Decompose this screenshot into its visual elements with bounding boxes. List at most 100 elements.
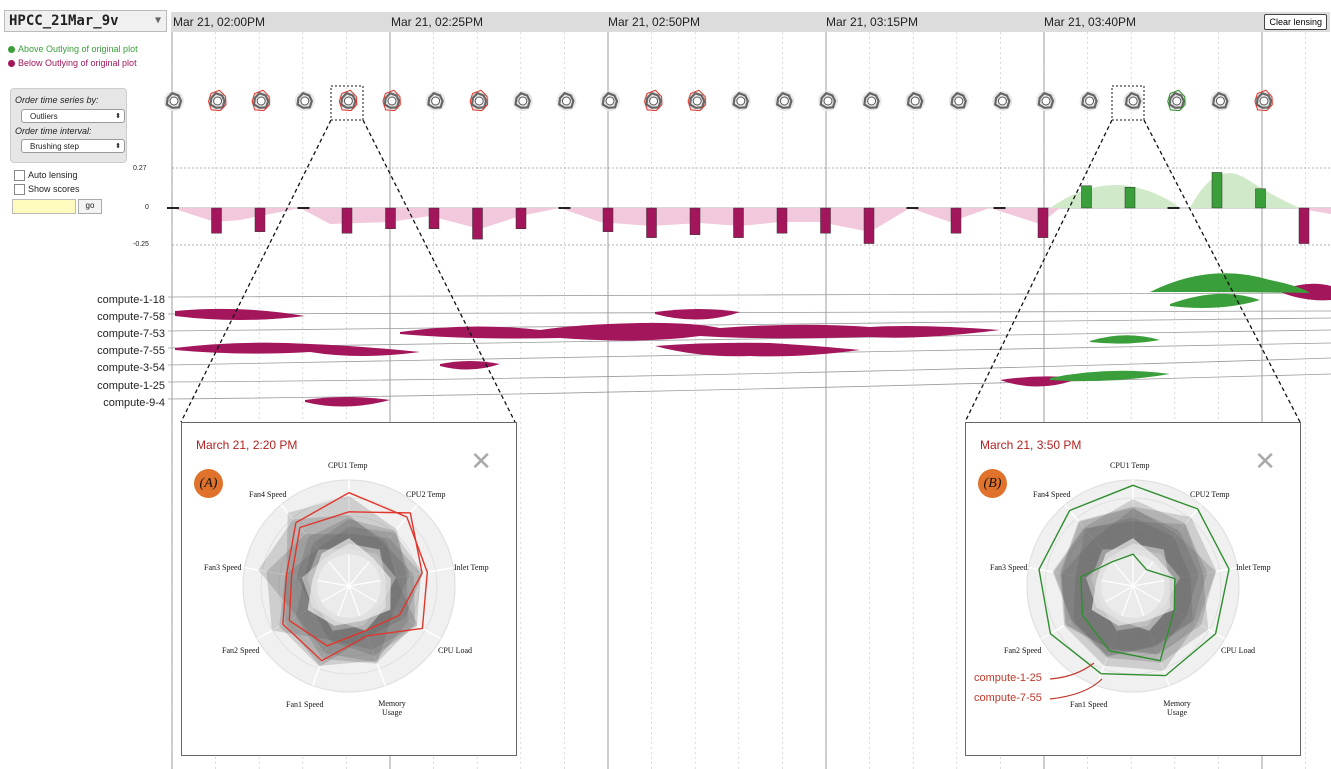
below-stream — [655, 342, 860, 357]
axis-label: CPU Load — [1221, 646, 1255, 655]
y-tick-zero: 0 — [145, 204, 149, 211]
score-bar[interactable] — [167, 207, 179, 209]
above-area — [1050, 173, 1300, 208]
score-bar[interactable] — [950, 207, 962, 234]
outlier-outline — [1080, 553, 1176, 662]
snapshot-glyph[interactable] — [905, 91, 926, 111]
checkbox-icon — [14, 184, 25, 196]
snapshot-glyph[interactable] — [1036, 91, 1056, 111]
lens-leader — [1143, 119, 1301, 423]
score-bar[interactable] — [1211, 172, 1223, 209]
snapshot-glyph[interactable] — [992, 91, 1013, 111]
snapshot-glyph[interactable] — [512, 91, 533, 111]
below-stream — [440, 361, 500, 370]
score-bar[interactable] — [385, 207, 396, 229]
snapshot-glyph[interactable] — [600, 91, 620, 111]
snapshot-glyph[interactable] — [948, 91, 969, 111]
below-stream — [305, 397, 390, 407]
host-label[interactable]: compute-3-54 — [97, 362, 165, 374]
snapshot-glyph[interactable] — [818, 91, 838, 111]
snapshot-glyph[interactable] — [1210, 91, 1231, 111]
score-bar[interactable] — [254, 207, 266, 232]
snapshot-glyph[interactable] — [730, 91, 751, 111]
axis-label: Fan2 Speed — [222, 646, 260, 655]
snapshot-glyph[interactable] — [861, 91, 882, 111]
score-bar[interactable] — [515, 207, 527, 229]
axis-label: CPU2 Temp — [1190, 490, 1230, 499]
legend-below: Below Outlying of original plot — [8, 58, 137, 68]
score-bar[interactable] — [689, 207, 701, 235]
snapshot-glyph[interactable] — [164, 91, 184, 111]
host-label[interactable]: compute-1-25 — [97, 380, 165, 392]
snapshot-glyph[interactable] — [425, 91, 446, 111]
snapshot-glyph[interactable] — [774, 91, 795, 111]
snapshot-glyph[interactable] — [1166, 89, 1187, 112]
score-bar[interactable] — [558, 207, 571, 209]
snapshot-glyph[interactable] — [382, 89, 402, 112]
go-button[interactable]: go — [78, 199, 102, 214]
score-bar[interactable] — [297, 207, 310, 209]
score-bar[interactable] — [646, 207, 657, 238]
lens-box-b[interactable] — [1111, 85, 1145, 121]
green-dot-icon — [8, 46, 15, 54]
clear-lensing-button[interactable]: Clear lensing — [1264, 14, 1327, 30]
close-icon[interactable]: ✕ — [470, 446, 492, 476]
score-bar[interactable] — [993, 207, 1006, 209]
snapshot-glyph[interactable] — [1079, 91, 1100, 111]
snapshot-glyph[interactable] — [687, 89, 708, 112]
below-stream — [175, 342, 420, 356]
order-controls: Order time series by: Outliers ⬍ Order ti… — [10, 88, 127, 163]
radar-chart — [242, 479, 456, 693]
snapshot-glyphs — [164, 89, 1274, 112]
score-bar[interactable] — [820, 207, 831, 234]
score-bar[interactable] — [1081, 185, 1092, 209]
snapshot-glyph[interactable] — [556, 91, 577, 111]
legend-above-label: Above Outlying of original plot — [18, 44, 138, 54]
host-label[interactable]: compute-7-58 — [97, 311, 165, 323]
score-bar[interactable] — [1124, 187, 1136, 209]
axis-label: CPU1 Temp — [1110, 461, 1150, 470]
snapshot-glyph[interactable] — [294, 91, 315, 111]
score-bar[interactable] — [733, 207, 744, 238]
score-bar[interactable] — [863, 207, 875, 244]
snapshot-glyph[interactable] — [643, 89, 664, 112]
host-line — [167, 373, 1331, 400]
dataset-select[interactable]: HPCC_21Mar_9v ▼ — [4, 10, 167, 32]
auto-lensing-label: Auto lensing — [28, 170, 78, 180]
snapshot-glyph[interactable] — [1123, 91, 1144, 111]
score-bar[interactable] — [428, 207, 440, 229]
snapshot-glyph[interactable] — [1254, 89, 1274, 112]
score-bar[interactable] — [341, 207, 353, 234]
axis-label: Fan4 Speed — [1033, 490, 1071, 499]
score-bar[interactable] — [602, 207, 614, 232]
snapshot-glyph[interactable] — [251, 89, 272, 112]
score-input[interactable] — [12, 199, 76, 214]
snapshot-glyph[interactable] — [469, 89, 490, 112]
snapshot-glyph[interactable] — [338, 89, 359, 112]
axis-label: Memory Usage — [378, 699, 406, 717]
score-bar[interactable] — [1167, 207, 1180, 209]
y-tick-top: 0.27 — [133, 165, 147, 172]
auto-lensing-checkbox[interactable]: Auto lensing — [14, 170, 78, 182]
order-series-select[interactable]: Outliers ⬍ — [21, 109, 125, 123]
host-label[interactable]: compute-7-53 — [97, 328, 165, 340]
lens-box-a[interactable] — [330, 85, 364, 121]
score-bar[interactable] — [1037, 207, 1049, 238]
show-scores-checkbox[interactable]: Show scores — [14, 184, 80, 196]
close-icon[interactable]: ✕ — [1254, 446, 1276, 476]
score-bar[interactable] — [1298, 207, 1310, 244]
score-bar[interactable] — [906, 207, 919, 209]
host-label[interactable]: compute-9-4 — [103, 397, 165, 409]
score-bar[interactable] — [1255, 188, 1266, 209]
stream-blobs — [175, 273, 1331, 407]
score-bar[interactable] — [472, 207, 483, 240]
score-bar[interactable] — [776, 207, 788, 234]
snapshot-glyph[interactable] — [207, 89, 228, 112]
score-bar[interactable] — [211, 207, 222, 234]
host-label[interactable]: compute-7-55 — [97, 345, 165, 357]
host-label[interactable]: compute-1-18 — [97, 294, 165, 306]
axis-label: Inlet Temp — [454, 563, 489, 572]
order-interval-select[interactable]: Brushing step ⬍ — [21, 139, 125, 153]
order-interval-label: Order time interval: — [15, 126, 92, 136]
